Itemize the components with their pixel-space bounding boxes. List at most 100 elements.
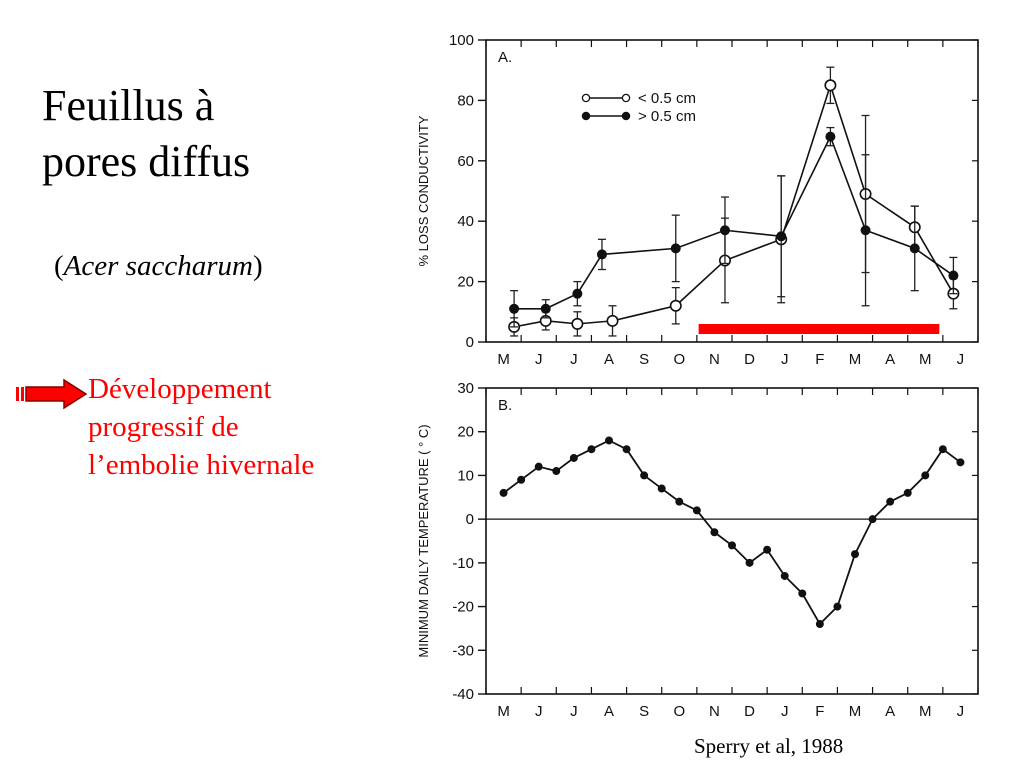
legend-label: > 0.5 cm <box>638 108 696 125</box>
x-tick-label: O <box>673 703 685 720</box>
data-point <box>517 475 526 484</box>
x-tick-label: D <box>744 703 755 720</box>
x-tick-label: N <box>709 351 720 368</box>
title-line-2: pores diffus <box>42 137 251 186</box>
legend-marker <box>581 93 591 103</box>
data-point <box>719 225 730 236</box>
x-tick-label: F <box>815 703 824 720</box>
data-point <box>860 225 871 236</box>
data-point <box>499 488 508 497</box>
legend-marker <box>581 111 591 121</box>
y-tick-label: 80 <box>457 92 474 109</box>
species-name: (Acer saccharum) <box>54 250 263 283</box>
panel-label: B. <box>498 397 512 414</box>
data-point <box>825 131 836 142</box>
data-point <box>572 288 583 299</box>
data-point <box>903 488 912 497</box>
y-tick-label: 40 <box>457 213 474 230</box>
series-line <box>503 439 961 626</box>
plot-frame <box>485 39 979 343</box>
data-point <box>540 303 551 314</box>
x-tick-label: D <box>744 351 755 368</box>
note-line-2: progressif de <box>88 411 239 443</box>
data-point <box>780 571 789 580</box>
data-point <box>956 458 965 467</box>
x-tick-label: N <box>709 703 720 720</box>
data-point <box>657 484 666 493</box>
y-tick-label: 0 <box>466 334 474 351</box>
data-point <box>938 445 947 454</box>
chart-panel-b: -40 -30 -20 -10 0 10 20 30 M J J A S O N D J F M A M J MINIMUM… <box>416 380 979 720</box>
slide-title: Feuillus à pores diffus <box>42 78 250 190</box>
data-point <box>569 453 578 462</box>
data-point <box>798 589 807 598</box>
legend-marker <box>621 111 631 121</box>
data-point <box>850 550 859 559</box>
chart-panel-a: 0 20 40 60 80 100 M J J A S O N D J F M A M J % LOSS CONDUCT… <box>416 32 979 368</box>
x-tick-label: M <box>849 703 862 720</box>
series-2 <box>509 126 959 328</box>
data-point <box>509 303 520 314</box>
y-tick-label: -10 <box>452 555 474 572</box>
data-point <box>727 541 736 550</box>
data-point <box>948 270 959 281</box>
data-point <box>622 445 631 454</box>
note-line-1: Développement <box>88 373 272 405</box>
x-tick-label: A <box>604 703 614 720</box>
winter-period-bar <box>698 324 940 334</box>
data-point <box>763 545 772 554</box>
y-tick-label: 0 <box>466 511 474 528</box>
x-tick-label: M <box>919 351 932 368</box>
x-tick-label: J <box>535 703 543 720</box>
title-line-1: Feuillus à <box>42 81 215 130</box>
data-point <box>669 299 682 312</box>
x-tick-label: F <box>815 351 824 368</box>
data-point <box>824 79 837 92</box>
x-tick-label: A <box>885 703 895 720</box>
x-tick-label: M <box>919 703 932 720</box>
arrow-icon <box>16 378 88 410</box>
x-tick-label: J <box>781 351 789 368</box>
x-tick-label: S <box>639 351 649 368</box>
data-point <box>571 317 584 330</box>
x-tick-label: J <box>535 351 543 368</box>
data-point <box>909 243 920 254</box>
data-point <box>710 528 719 537</box>
data-point <box>921 471 930 480</box>
x-tick-label: J <box>957 703 965 720</box>
y-tick-label: 30 <box>457 380 474 397</box>
data-point <box>587 445 596 454</box>
x-tick-label: A <box>885 351 895 368</box>
y-tick-label: 60 <box>457 153 474 170</box>
data-point <box>868 515 877 524</box>
data-point <box>745 558 754 567</box>
species-close-paren: ) <box>252 250 263 282</box>
x-tick-label: J <box>570 703 578 720</box>
x-tick-label: J <box>570 351 578 368</box>
data-point <box>606 314 619 327</box>
x-tick-label: O <box>673 351 685 368</box>
x-tick-label: M <box>497 351 510 368</box>
data-point <box>815 620 824 629</box>
embolism-note: Développement progressif de l’embolie hi… <box>88 370 314 484</box>
x-tick-label: A <box>604 351 614 368</box>
data-point <box>776 231 787 242</box>
species-latin-name: Acer saccharum <box>63 250 253 282</box>
panel-label: A. <box>498 49 512 66</box>
y-tick-label: 20 <box>457 424 474 441</box>
data-point <box>886 497 895 506</box>
data-point <box>833 602 842 611</box>
y-tick-label: -30 <box>452 642 474 659</box>
series-line <box>514 134 954 310</box>
data-point <box>534 462 543 471</box>
y-tick-label: -20 <box>452 599 474 616</box>
y-tick-label: -40 <box>452 686 474 703</box>
data-point <box>552 467 561 476</box>
data-point <box>675 497 684 506</box>
citation: Sperry et al, 1988 <box>694 734 844 758</box>
y-tick-label: 100 <box>449 32 474 49</box>
note-line-3: l’embolie hivernale <box>88 449 315 481</box>
x-tick-label: M <box>849 351 862 368</box>
data-point <box>596 249 607 260</box>
x-tick-label: M <box>497 703 510 720</box>
